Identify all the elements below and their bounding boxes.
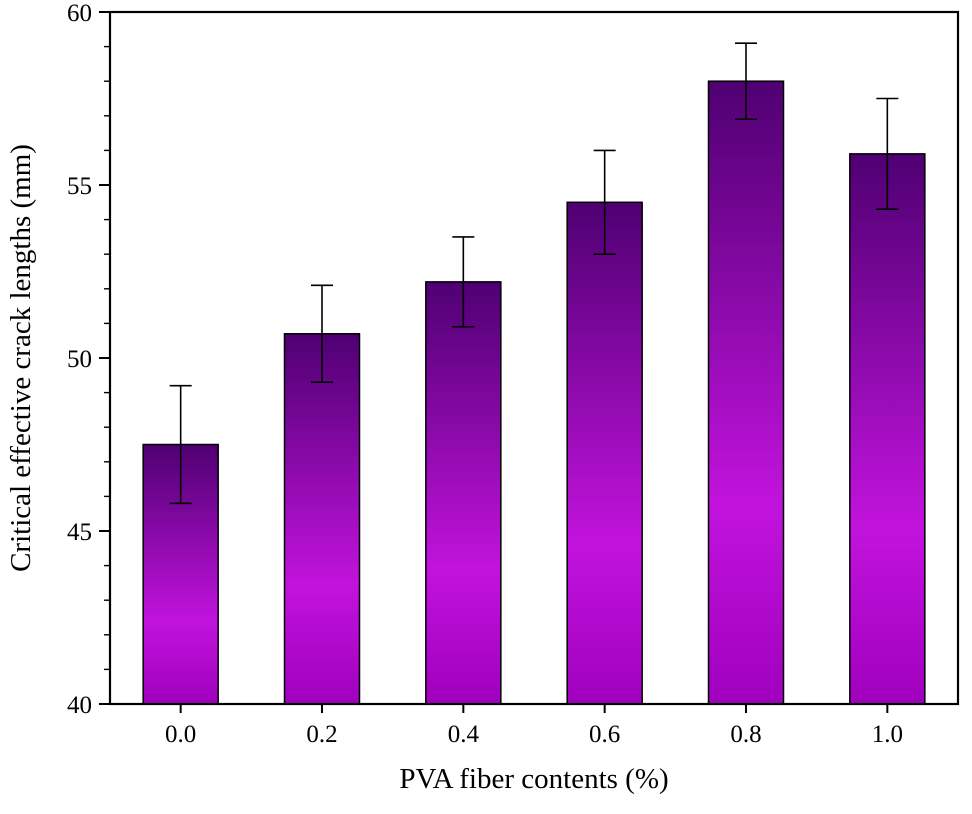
- bar: [283, 333, 361, 705]
- bar: [849, 153, 926, 705]
- bar: [707, 80, 785, 705]
- y-axis-title: Critical effective crack lengths (mm): [5, 144, 37, 572]
- x-tick-label: 0.4: [448, 721, 480, 748]
- error-bar: [452, 236, 475, 328]
- error-bar: [876, 97, 899, 211]
- plot-border: [108, 10, 960, 706]
- y-tick-label: 45: [67, 519, 92, 546]
- error-bars-layer: [169, 42, 899, 505]
- error-bar: [735, 42, 757, 121]
- x-tick-label: 1.0: [872, 721, 903, 748]
- x-tick-label: 0.0: [165, 721, 196, 748]
- y-tick-label: 50: [67, 346, 92, 373]
- bar: [425, 281, 502, 705]
- bars-layer: [142, 80, 926, 705]
- y-tick-label: 55: [67, 173, 92, 200]
- error-bar: [593, 149, 616, 255]
- x-tick-label: 0.8: [730, 721, 761, 748]
- error-bar: [169, 384, 192, 505]
- axes-layer: 40 45 50 55 60 0.0 0.2 0.4 0.6 0.8 1.0: [67, 0, 960, 748]
- bar: [566, 201, 643, 705]
- y-tick-label: 40: [67, 692, 92, 719]
- x-tick-label: 0.6: [589, 721, 620, 748]
- error-bar: [311, 284, 333, 384]
- x-tick-label: 0.2: [306, 721, 337, 748]
- x-axis-title: PVA fiber contents (%): [399, 763, 668, 795]
- y-tick-label: 60: [67, 0, 92, 27]
